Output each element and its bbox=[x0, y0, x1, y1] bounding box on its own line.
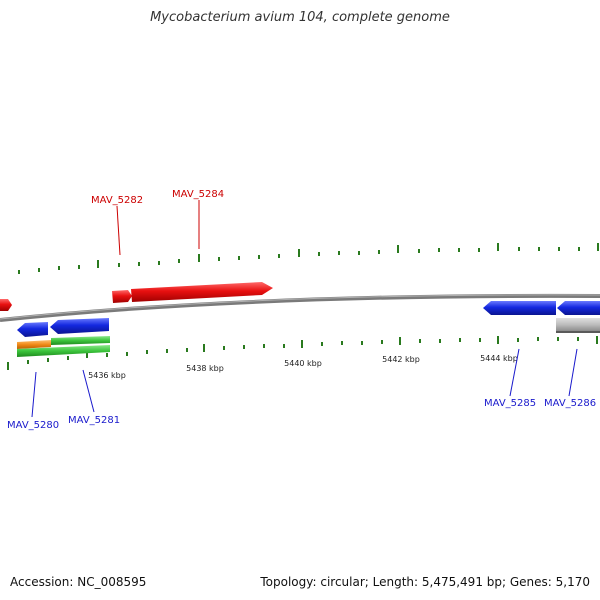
leader-line-mav-5282 bbox=[116, 205, 121, 256]
tick-mark bbox=[278, 254, 280, 258]
gene-label-reverse[interactable]: MAV_5281 bbox=[68, 415, 120, 426]
tick-mark bbox=[263, 344, 265, 348]
leader-line-mav-5286 bbox=[568, 348, 578, 397]
genome-summary-text: Topology: circular; Length: 5,475,491 bp… bbox=[260, 575, 590, 589]
tick-mark bbox=[577, 337, 579, 341]
tick-mark bbox=[318, 252, 320, 256]
tick-mark bbox=[439, 339, 441, 343]
tick-mark bbox=[458, 248, 460, 252]
tick-mark bbox=[596, 336, 598, 344]
tick-mark bbox=[378, 250, 380, 254]
tick-mark bbox=[419, 339, 421, 343]
tick-mark bbox=[478, 248, 480, 252]
tick-mark bbox=[438, 248, 440, 252]
scale-label: 5438 kbp bbox=[186, 364, 224, 373]
gene-arrow-mav-5286[interactable] bbox=[557, 301, 600, 315]
tick-mark bbox=[341, 341, 343, 345]
tick-mark bbox=[538, 247, 540, 251]
tick-mark bbox=[47, 358, 49, 362]
tick-mark bbox=[118, 263, 120, 267]
tick-mark bbox=[321, 342, 323, 346]
tick-mark bbox=[67, 356, 69, 360]
tick-mark bbox=[97, 260, 99, 268]
tick-mark bbox=[258, 255, 260, 259]
leader-line-mav-5281 bbox=[82, 369, 95, 413]
accession-text: Accession: NC_008595 bbox=[10, 575, 147, 589]
tick-mark bbox=[479, 338, 481, 342]
feature-bar-green[interactable] bbox=[51, 336, 110, 345]
tick-mark bbox=[223, 346, 225, 350]
tick-mark bbox=[78, 265, 80, 269]
genome-backbone bbox=[0, 293, 600, 322]
tick-mark bbox=[301, 340, 303, 348]
tick-mark bbox=[218, 257, 220, 261]
tick-mark bbox=[381, 340, 383, 344]
tick-mark bbox=[186, 348, 188, 352]
tick-mark bbox=[126, 352, 128, 356]
tick-mark bbox=[138, 262, 140, 266]
tick-row-bottom bbox=[7, 336, 598, 370]
gene-label-reverse[interactable]: MAV_5285 bbox=[484, 398, 536, 409]
gene-arrow-partial-left[interactable] bbox=[0, 299, 12, 311]
leader-line-mav-5280 bbox=[31, 371, 37, 418]
tick-mark bbox=[597, 243, 599, 251]
tick-mark bbox=[27, 360, 29, 364]
tick-mark bbox=[58, 266, 60, 270]
gene-label-reverse[interactable]: MAV_5286 bbox=[544, 398, 596, 409]
gene-label-reverse[interactable]: MAV_5280 bbox=[7, 420, 59, 431]
tick-mark bbox=[283, 344, 285, 348]
gene-arrow-mav-5285[interactable] bbox=[483, 301, 556, 315]
tick-mark bbox=[298, 249, 300, 257]
tick-mark bbox=[518, 247, 520, 251]
tick-mark bbox=[166, 349, 168, 353]
tick-mark bbox=[558, 247, 560, 251]
gene-arrow-mav-5282[interactable] bbox=[112, 290, 132, 303]
gene-arrow-mav-5284[interactable] bbox=[131, 282, 273, 302]
tick-mark bbox=[358, 251, 360, 255]
feature-bar-green-lower[interactable] bbox=[17, 345, 110, 357]
tick-mark bbox=[158, 261, 160, 265]
tick-row-top bbox=[18, 243, 599, 274]
tick-mark bbox=[397, 245, 399, 253]
tick-mark bbox=[106, 353, 108, 357]
gene-label-forward[interactable]: MAV_5284 bbox=[172, 189, 224, 200]
genome-backbone-highlight bbox=[0, 294, 600, 320]
gene-arrow-mav-5280[interactable] bbox=[17, 322, 48, 337]
tick-mark bbox=[418, 249, 420, 253]
feature-bar-gray[interactable] bbox=[556, 318, 600, 331]
tick-mark bbox=[399, 337, 401, 345]
tick-mark bbox=[537, 337, 539, 341]
tick-mark bbox=[38, 268, 40, 272]
feature-bar-orange[interactable] bbox=[17, 340, 51, 349]
genome-title: Mycobacterium avium 104, complete genome bbox=[150, 10, 450, 25]
tick-mark bbox=[517, 338, 519, 342]
tick-mark bbox=[578, 247, 580, 251]
tick-mark bbox=[459, 338, 461, 342]
tick-mark bbox=[178, 259, 180, 263]
tick-mark bbox=[497, 336, 499, 344]
scale-label: 5436 kbp bbox=[88, 371, 126, 380]
tick-mark bbox=[7, 362, 9, 370]
gene-arrow-mav-5281[interactable] bbox=[50, 318, 109, 334]
tick-mark bbox=[361, 341, 363, 345]
tick-mark bbox=[238, 256, 240, 260]
scale-label: 5444 kbp bbox=[480, 354, 518, 363]
tick-mark bbox=[497, 243, 499, 251]
tick-mark bbox=[338, 251, 340, 255]
leader-line-mav-5285 bbox=[509, 348, 520, 397]
scale-label: 5442 kbp bbox=[382, 355, 420, 364]
feature-bar-gray-edge bbox=[556, 331, 600, 333]
tick-mark bbox=[18, 270, 20, 274]
tick-mark bbox=[243, 345, 245, 349]
scale-label: 5440 kbp bbox=[284, 359, 322, 368]
tick-mark bbox=[203, 344, 205, 352]
tick-mark bbox=[557, 337, 559, 341]
tick-mark bbox=[146, 350, 148, 354]
tick-mark bbox=[86, 350, 88, 358]
tick-mark bbox=[198, 254, 200, 262]
gene-label-forward[interactable]: MAV_5282 bbox=[91, 195, 143, 206]
